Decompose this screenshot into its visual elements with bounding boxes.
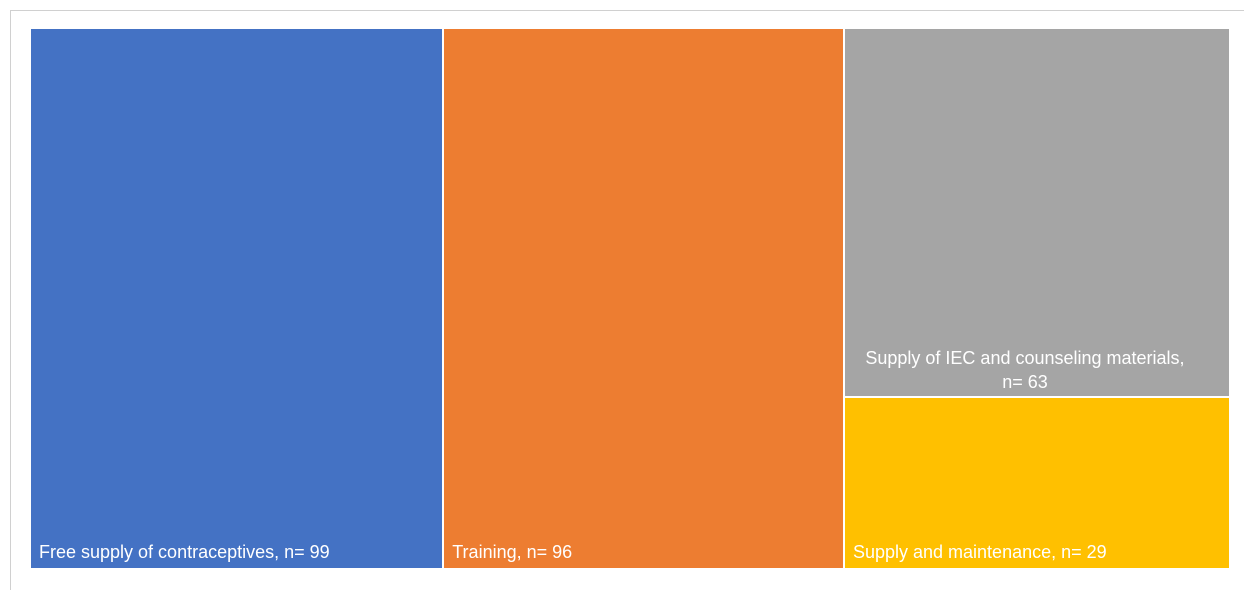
tile-label: Training, n= 96 — [452, 540, 572, 564]
treemap: Free supply of contraceptives, n= 99 Trai… — [29, 27, 1231, 570]
treemap-tile: Training, n= 96 — [442, 27, 847, 570]
treemap-tile: Supply of IEC and counseling materials, … — [842, 27, 1231, 401]
chart-frame — [10, 10, 1244, 590]
value-label: n= 96 — [526, 542, 573, 562]
tile-label: Supply and maintenance, n= 29 — [853, 540, 1107, 564]
treemap-tile: Supply and maintenance, n= 29 — [842, 396, 1231, 570]
category-label: Free supply of contraceptives, — [39, 542, 280, 562]
tile-label: Supply of IEC and counseling materials, … — [853, 346, 1197, 394]
category-label: Training, — [452, 542, 522, 562]
category-label: Supply and maintenance, — [852, 541, 1057, 562]
tile-label: Free supply of contraceptives, n= 99 — [39, 540, 330, 564]
value-label: n= 63 — [1002, 372, 1048, 393]
category-label: Supply of IEC and counseling materials, — [865, 348, 1185, 369]
value-label: n= 99 — [284, 542, 330, 562]
treemap-tile: Free supply of contraceptives, n= 99 — [29, 27, 447, 570]
value-label: n= 29 — [1061, 541, 1107, 562]
